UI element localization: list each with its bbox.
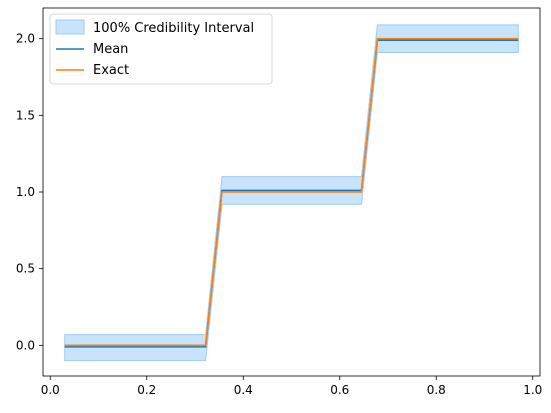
x-tick-label: 1.0 <box>523 383 542 397</box>
legend-band-label: 100% Credibility Interval <box>93 21 254 36</box>
plot-area <box>64 24 519 362</box>
y-tick-label: 2.0 <box>16 32 35 46</box>
legend-box <box>49 13 273 85</box>
x-tick-label: 0.8 <box>427 383 446 397</box>
legend: 100% Credibility Interval Mean Exact <box>49 13 273 85</box>
legend-mean-label: Mean <box>93 42 128 57</box>
legend-exact-label: Exact <box>93 63 129 78</box>
x-tick-label: 0.6 <box>330 383 349 397</box>
y-tick-label: 1.0 <box>16 185 35 199</box>
ticks: 0.0 0.2 0.4 0.6 0.8 1.0 0.0 0.5 1.0 1.5 2.0 <box>16 32 542 397</box>
x-tick-label: 0.2 <box>137 383 156 397</box>
y-tick-label: 0.0 <box>16 338 35 352</box>
x-tick-label: 0.4 <box>234 383 253 397</box>
x-tick-label: 0.0 <box>41 383 60 397</box>
y-tick-label: 1.5 <box>16 108 35 122</box>
y-tick-label: 0.5 <box>16 262 35 276</box>
series-line-exact <box>64 37 519 347</box>
legend-band-swatch <box>55 19 85 35</box>
series-line-mean <box>64 39 519 348</box>
